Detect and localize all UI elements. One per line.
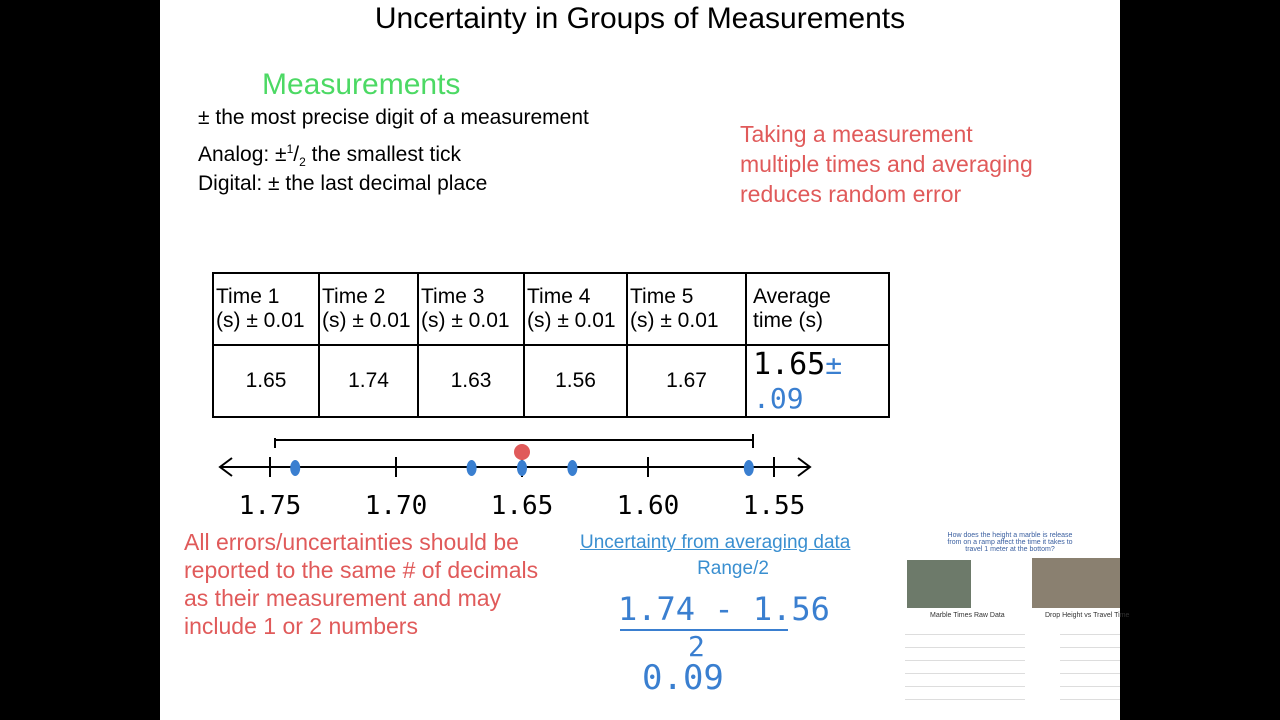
header-cell: Time 4 (s) ± 0.01 bbox=[523, 272, 628, 346]
text: time (s) bbox=[753, 309, 823, 332]
mini-table bbox=[905, 622, 1025, 708]
header-cell: Time 3 (s) ± 0.01 bbox=[417, 272, 525, 346]
line: include 1 or 2 numbers bbox=[184, 613, 418, 639]
average-dot bbox=[514, 444, 530, 460]
note: Taking a measurement multiple times and a… bbox=[740, 119, 1033, 209]
text: Marble Times Raw Data bbox=[930, 612, 1005, 619]
table: Time 1 (s) ± 0.01 Time 2 (s) ± 0.01 Time 3 (s… bbox=[212, 272, 890, 418]
tick-label: 1.70 bbox=[365, 491, 428, 521]
text: Analog: ±1/2 the smallest tick bbox=[198, 142, 461, 169]
line: multiple times and averaging bbox=[740, 151, 1033, 177]
header-cell: Time 2 (s) ± 0.01 bbox=[318, 272, 419, 346]
handwriting: 2 bbox=[688, 630, 705, 663]
number-line: 1.75 1.70 1.65 1.60 1.55 bbox=[218, 434, 812, 521]
measurement-dot bbox=[743, 460, 754, 476]
handwriting: ± .09 bbox=[753, 348, 843, 415]
cell: 1.65± .09 bbox=[745, 344, 890, 418]
line: All errors/uncertainties should be bbox=[184, 529, 519, 555]
thumbnail: How does the height a marble is release … bbox=[905, 530, 1129, 710]
text: Time 4 bbox=[527, 285, 591, 308]
line: as their measurement and may bbox=[184, 585, 502, 611]
handwriting: 1.74 - 1.56 bbox=[618, 590, 830, 628]
text: Time 2 bbox=[322, 285, 386, 308]
formula: Range/2 bbox=[697, 558, 769, 579]
text: 2 bbox=[299, 155, 306, 170]
text: Time 5 bbox=[630, 285, 694, 308]
mini-table bbox=[1060, 622, 1120, 708]
text: / bbox=[293, 143, 300, 166]
text: Analog: ± bbox=[198, 143, 287, 166]
text: Drop Height vs Travel Time bbox=[1045, 612, 1130, 619]
heading: Measurements bbox=[262, 68, 461, 101]
text: (s) ± 0.01 bbox=[421, 309, 510, 332]
text: (s) ± 0.01 bbox=[527, 309, 616, 332]
photo bbox=[907, 560, 971, 608]
text: Average bbox=[753, 285, 831, 308]
cell: 1.65 bbox=[212, 344, 320, 418]
cell: 1.56 bbox=[523, 344, 628, 418]
text: (s) ± 0.01 bbox=[322, 309, 411, 332]
text: (s) ± 0.01 bbox=[630, 309, 719, 332]
text: (s) ± 0.01 bbox=[216, 309, 305, 332]
line: reported to the same # of decimals bbox=[184, 557, 539, 583]
cell: 1.63 bbox=[417, 344, 525, 418]
photo bbox=[1032, 558, 1120, 608]
tick-label: 1.60 bbox=[617, 491, 680, 521]
text: 1 bbox=[286, 142, 294, 156]
rule: All errors/uncertainties should be report… bbox=[184, 528, 538, 640]
text: Digital: ± the last decimal place bbox=[198, 172, 488, 195]
text: How does the height a marble is release … bbox=[947, 532, 1073, 553]
header-cell: Average time (s) bbox=[745, 272, 890, 346]
tick-label: 1.65 bbox=[491, 491, 554, 521]
link[interactable]: Uncertainty from averaging data bbox=[580, 532, 851, 553]
handwriting: 1.65 bbox=[753, 347, 826, 382]
cell: 1.74 bbox=[318, 344, 419, 418]
header-cell: Time 1 (s) ± 0.01 bbox=[212, 272, 320, 346]
text: Time 3 bbox=[421, 285, 485, 308]
measurement-dot bbox=[290, 460, 301, 476]
fraction-bar bbox=[620, 629, 788, 631]
tick-label: 1.75 bbox=[239, 491, 302, 521]
header-cell: Time 5 (s) ± 0.01 bbox=[626, 272, 747, 346]
slide: Uncertainty in Groups of Measurements Me… bbox=[160, 0, 1129, 720]
text: the smallest tick bbox=[311, 143, 462, 166]
line: Taking a measurement bbox=[740, 121, 973, 147]
measurement-dot bbox=[567, 460, 578, 476]
title: Uncertainty in Groups of Measurements bbox=[374, 2, 906, 35]
text: Time 1 bbox=[216, 285, 280, 308]
handwriting: 0.09 bbox=[642, 658, 724, 698]
tick-label: 1.55 bbox=[743, 491, 806, 521]
measurement-dot bbox=[466, 460, 477, 476]
text: ± the most precise digit of a measuremen… bbox=[198, 106, 589, 129]
line: reduces random error bbox=[740, 181, 962, 207]
cell: 1.67 bbox=[626, 344, 747, 418]
measurement-dot bbox=[517, 460, 527, 476]
